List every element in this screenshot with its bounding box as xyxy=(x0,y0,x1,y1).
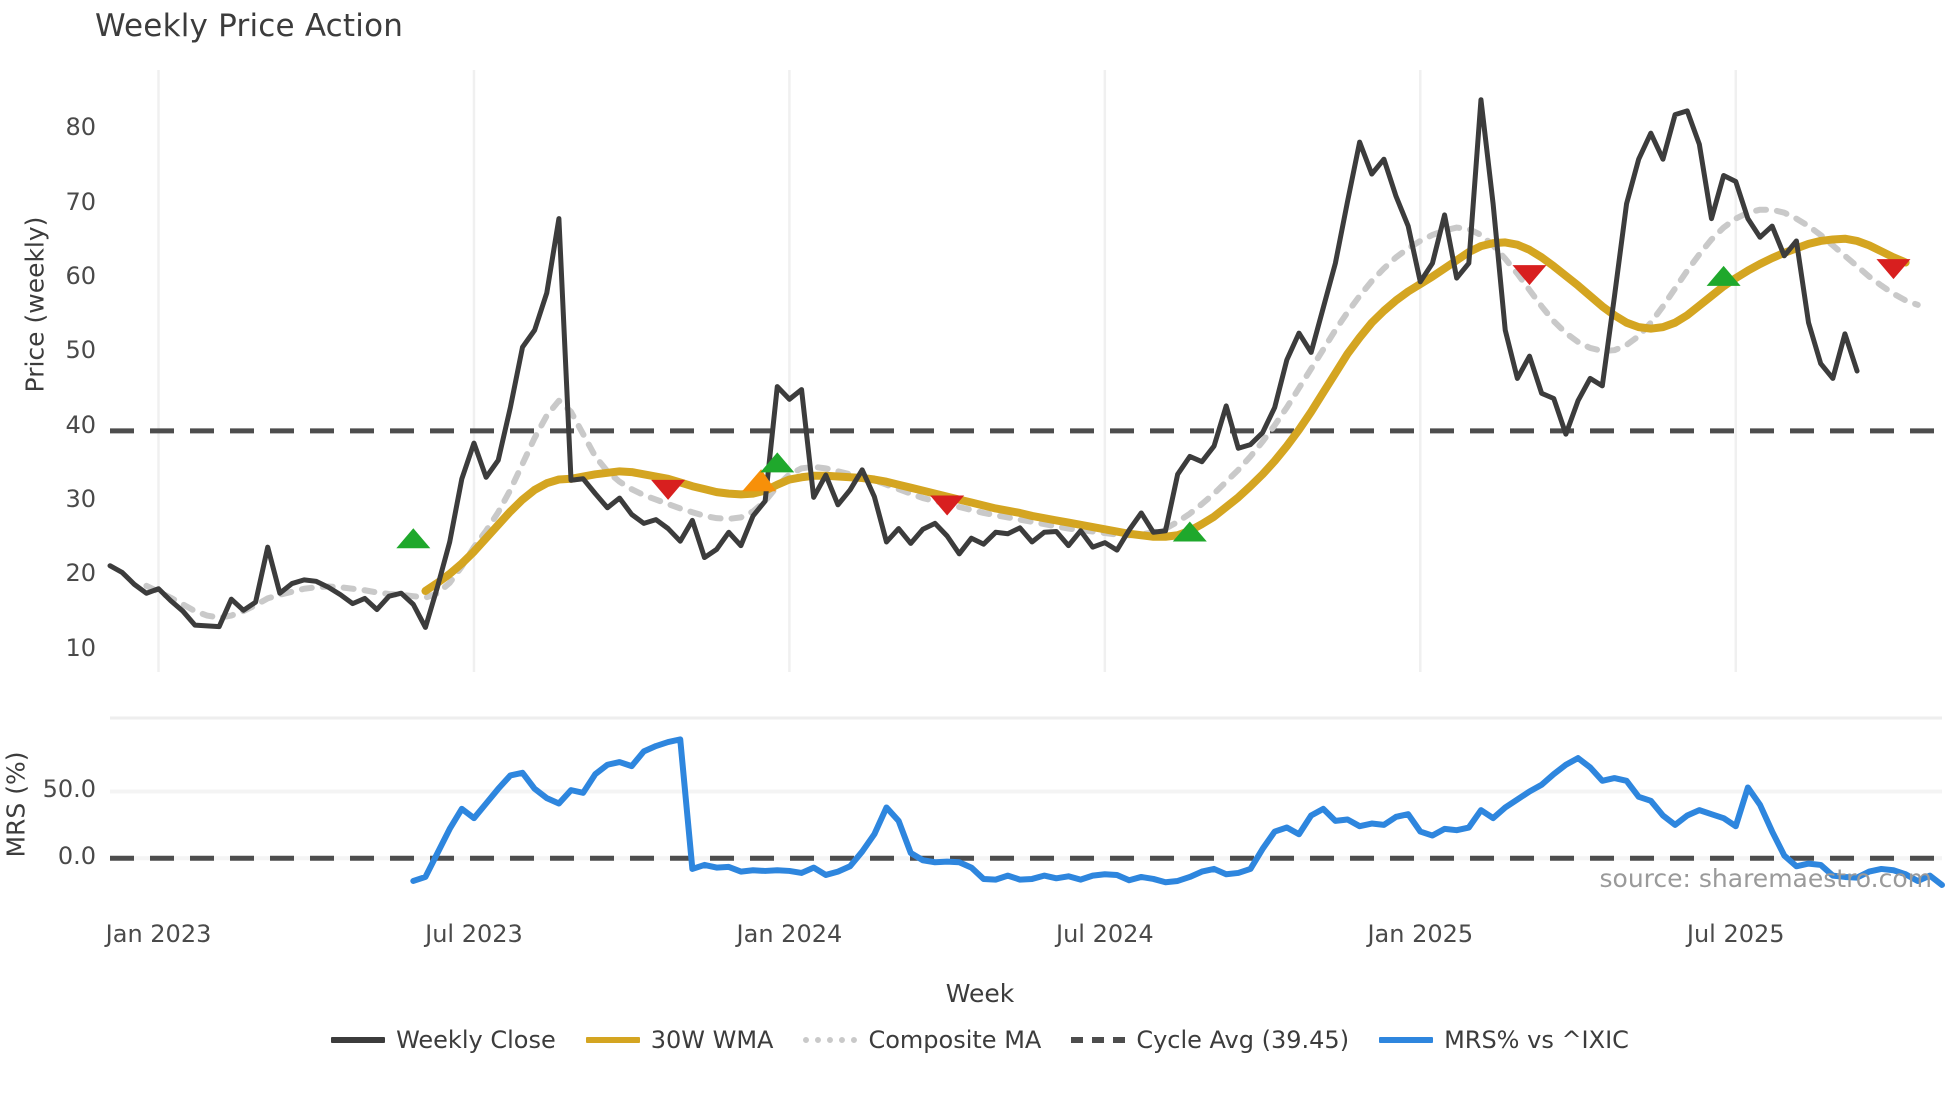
buy-signal-5[interactable] xyxy=(1172,521,1207,542)
legend-swatch-solid xyxy=(1379,1037,1434,1043)
x-tick-jul-2024: Jul 2024 xyxy=(1056,920,1154,948)
legend-item-composite-ma[interactable]: Composite MA xyxy=(803,1026,1041,1054)
x-tick-jul-2025: Jul 2025 xyxy=(1686,920,1785,948)
sell-signal-4[interactable] xyxy=(930,495,965,516)
warning-signal-2[interactable] xyxy=(742,469,777,492)
legend-swatch-dotted xyxy=(803,1037,858,1043)
x-tick-jan-2023: Jan 2023 xyxy=(105,920,212,948)
legend-label: 30W WMA xyxy=(650,1026,774,1054)
price-y-tick-30: 30 xyxy=(65,485,96,514)
legend-item-weekly-close[interactable]: Weekly Close xyxy=(331,1026,556,1054)
sell-signal-6[interactable] xyxy=(1512,265,1547,286)
x-tick-jul-2023: Jul 2023 xyxy=(425,920,523,948)
legend-label: Composite MA xyxy=(868,1026,1042,1054)
price-y-tick-60: 60 xyxy=(65,262,96,291)
series-line-composite-ma xyxy=(143,206,1921,621)
legend-swatch-dashed xyxy=(1071,1037,1126,1043)
legend-item-cycle-avg-39-45[interactable]: Cycle Avg (39.45) xyxy=(1071,1026,1349,1054)
buy-signal-7[interactable] xyxy=(1706,265,1741,286)
sell-signal-1[interactable] xyxy=(651,479,686,500)
legend-item-mrs-vs-ixic[interactable]: MRS% vs ^IXIC xyxy=(1379,1026,1629,1054)
buy-signal-3[interactable] xyxy=(760,452,795,473)
price-y-tick-20: 20 xyxy=(65,559,96,588)
price-y-tick-40: 40 xyxy=(65,410,96,439)
sell-signal-8[interactable] xyxy=(1876,259,1911,280)
mrs-y-tick-50.0: 50.0 xyxy=(42,775,96,804)
legend-label: MRS% vs ^IXIC xyxy=(1444,1026,1629,1054)
legend-item-30w-wma[interactable]: 30W WMA xyxy=(585,1026,774,1054)
price-y-tick-70: 70 xyxy=(65,187,96,216)
chart-legend: Weekly Close 30W WMA Composite MA Cycle Avg… xyxy=(0,1026,1960,1054)
page-title: Weekly Price Action xyxy=(95,8,404,44)
x-axis-label: Week xyxy=(945,979,1015,1008)
x-tick-jan-2024: Jan 2024 xyxy=(736,920,843,948)
legend-label: Cycle Avg (39.45) xyxy=(1136,1026,1350,1054)
price-y-tick-80: 80 xyxy=(65,113,96,142)
legend-label: Weekly Close xyxy=(396,1026,556,1054)
source-watermark: source: sharemaestro.com xyxy=(1599,864,1933,893)
price-y-tick-50: 50 xyxy=(65,336,96,365)
series-line-weekly-close xyxy=(107,97,1860,630)
legend-swatch-solid xyxy=(585,1037,640,1043)
price-y-tick-10: 10 xyxy=(65,633,96,662)
mrs-y-tick-0.0: 0.0 xyxy=(57,842,96,871)
buy-signal-0[interactable] xyxy=(396,528,431,549)
legend-swatch-solid xyxy=(331,1037,386,1043)
series-line-30w-wma xyxy=(421,234,1910,595)
x-tick-jan-2025: Jan 2025 xyxy=(1367,920,1474,948)
series-line-mrs-vs-ixic xyxy=(410,736,1945,888)
